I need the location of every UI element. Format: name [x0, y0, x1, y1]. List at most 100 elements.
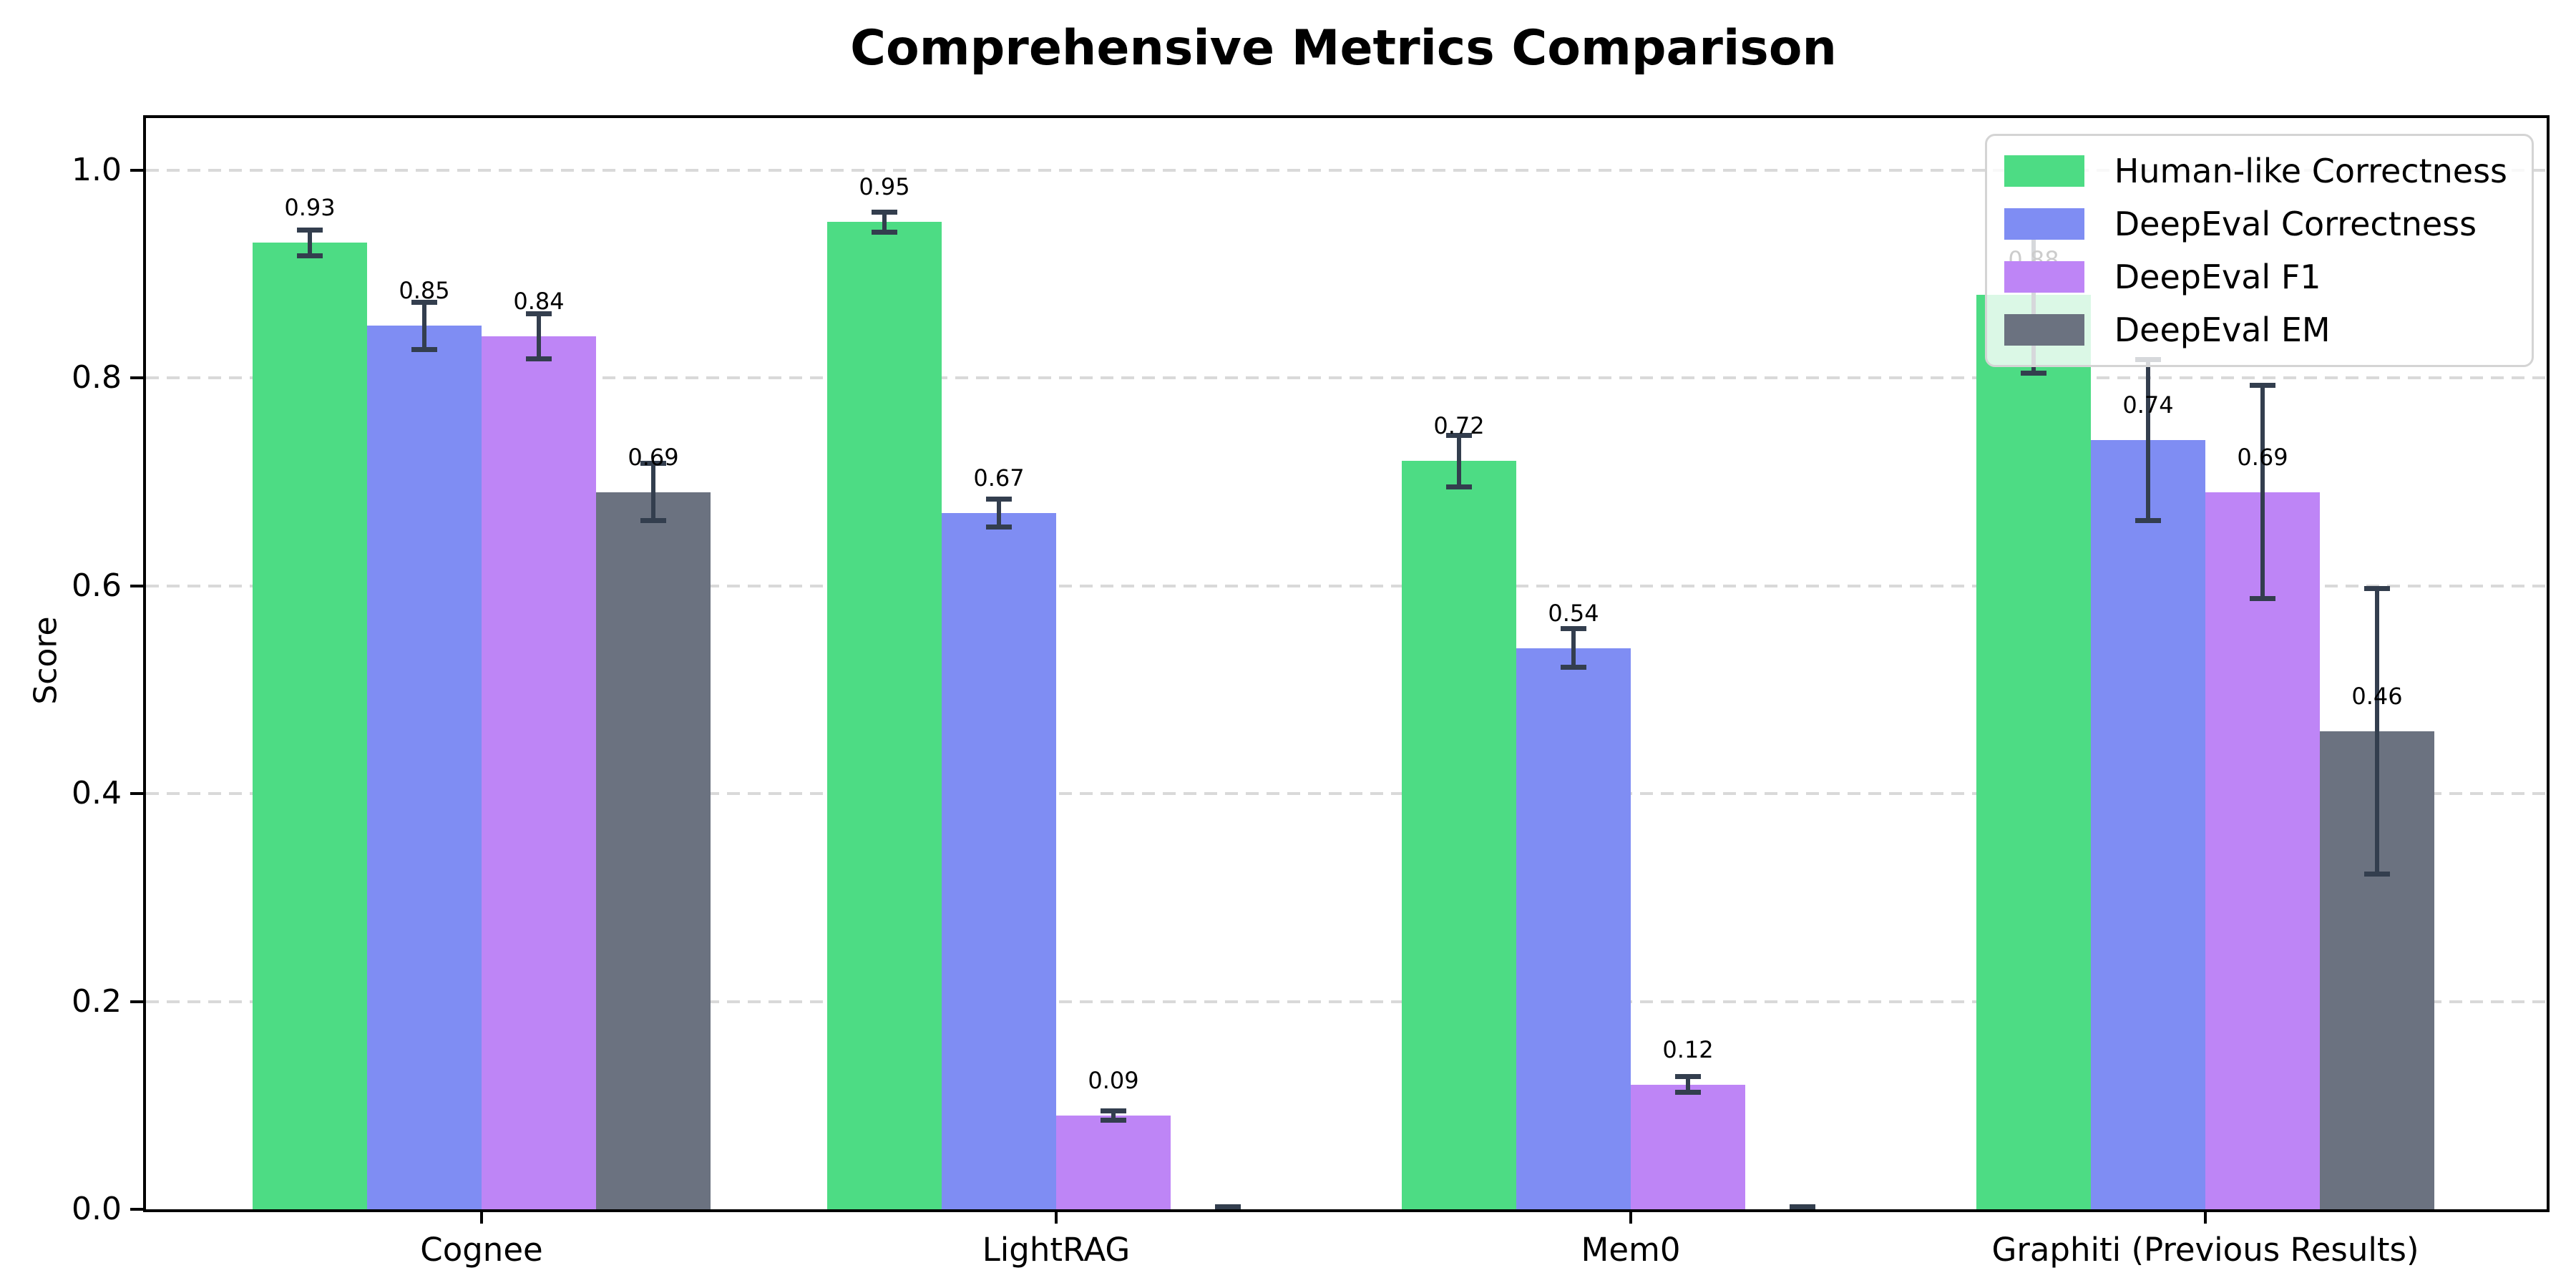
y-tick-mark: [130, 168, 143, 172]
bar-value-label: 0.72: [1433, 412, 1485, 440]
error-bar-cap-top: [526, 311, 552, 317]
bar-value-label: 0.09: [1088, 1067, 1139, 1095]
bar-value-label: 0.85: [399, 277, 450, 305]
error-bar-line: [997, 496, 1001, 530]
bar-value-label: 0.93: [284, 194, 336, 222]
error-bar-cap-top: [1561, 626, 1586, 632]
x-tick-label-lightrag: LightRAG: [982, 1231, 1131, 1269]
error-bar-cap-top: [297, 227, 323, 233]
error-bar: [1101, 1108, 1126, 1123]
bar-value-label: 0.54: [1548, 599, 1599, 627]
y-tick-label: 0.8: [72, 359, 122, 396]
legend-label: DeepEval Correctness: [2114, 205, 2477, 243]
error-bar-cap-bottom: [1790, 1209, 1815, 1212]
bar-deepeval-correctness: [367, 326, 482, 1209]
legend-swatch-deepeval-f1: [2004, 261, 2084, 293]
error-bar: [297, 227, 323, 259]
error-bar-cap-bottom: [2021, 371, 2046, 376]
error-bar-cap-bottom: [1215, 1209, 1241, 1212]
bar-value-label: 0.95: [859, 173, 910, 201]
legend-item: DeepEval EM: [2004, 312, 2507, 348]
error-bar-cap-bottom: [526, 356, 552, 361]
bar-value-label: 0.69: [2237, 443, 2288, 471]
error-bar-cap-bottom: [872, 229, 897, 235]
error-bar-cap-top: [1215, 1204, 1241, 1209]
error-bar-cap-bottom: [640, 518, 666, 524]
error-bar-cap-top: [872, 209, 897, 215]
error-bar-line: [308, 227, 312, 259]
error-bar: [640, 461, 666, 524]
error-bar-line: [1686, 1074, 1690, 1096]
x-tick-mark: [1055, 1212, 1058, 1224]
legend-swatch-deepeval-correctness: [2004, 208, 2084, 240]
error-bar: [411, 300, 437, 352]
error-bar-line: [651, 461, 655, 524]
plot-area: 0.93 0.85 0.84 0.69 0.95 0.67 0.09 0.72 0.54 0.12…: [143, 115, 2550, 1212]
bar-human-like-correctness: [1402, 461, 1516, 1209]
x-tick-label-mem0: Mem0: [1581, 1231, 1681, 1269]
error-bar-cap-bottom: [1561, 665, 1586, 670]
error-bar-cap-top: [411, 300, 437, 306]
bar-deepeval-em: [596, 492, 711, 1209]
error-bar-line: [1457, 433, 1461, 489]
gridline-0.2: [146, 1000, 2547, 1003]
error-bar: [1790, 1204, 1815, 1212]
error-bar: [1215, 1204, 1241, 1212]
error-bar-cap-top: [1790, 1204, 1815, 1209]
error-bar: [986, 496, 1012, 530]
bar-value-label: 0.12: [1662, 1035, 1714, 1063]
y-tick-label: 0.4: [72, 775, 122, 812]
legend: Human-like Correctness DeepEval Correctne…: [1984, 134, 2534, 367]
error-bar-line: [2375, 585, 2379, 877]
error-bar-cap-bottom: [2364, 872, 2390, 877]
error-bar: [1446, 433, 1472, 489]
bar-deepeval-f1: [1056, 1116, 1171, 1209]
error-bar-cap-top: [640, 461, 666, 467]
bar-value-label: 0.84: [513, 288, 565, 315]
error-bar-cap-bottom: [1446, 484, 1472, 489]
error-bar-cap-top: [2364, 585, 2390, 591]
y-tick-mark: [130, 1208, 143, 1211]
y-tick-label: 1.0: [72, 151, 122, 188]
error-bar: [872, 209, 897, 235]
error-bar: [2135, 357, 2161, 524]
gridline-0.4: [146, 792, 2547, 796]
y-tick-label: 0.2: [72, 982, 122, 1020]
error-bar-cap-bottom: [1675, 1090, 1701, 1096]
bar-value-label: 0.69: [628, 443, 679, 471]
error-bar-cap-top: [1675, 1074, 1701, 1080]
legend-label: Human-like Correctness: [2114, 152, 2507, 190]
error-bar-line: [537, 311, 541, 361]
gridline-0.8: [146, 376, 2547, 380]
error-bar: [1675, 1074, 1701, 1096]
x-tick-mark: [480, 1212, 483, 1224]
legend-label: DeepEval EM: [2114, 311, 2331, 349]
x-tick-label-cognee: Cognee: [420, 1231, 543, 1269]
bar-value-label: 0.46: [2351, 682, 2403, 710]
error-bar-cap-top: [1101, 1108, 1126, 1114]
legend-label: DeepEval F1: [2114, 258, 2321, 296]
error-bar-line: [1571, 626, 1576, 670]
legend-item: DeepEval F1: [2004, 259, 2507, 295]
bar-deepeval-correctness: [1516, 648, 1631, 1209]
y-tick-mark: [130, 1000, 143, 1003]
bar-human-like-correctness: [1976, 294, 2091, 1209]
y-tick-mark: [130, 792, 143, 796]
bar-deepeval-f1: [1631, 1084, 1745, 1209]
error-bar-cap-bottom: [2135, 518, 2161, 524]
error-bar: [2364, 585, 2390, 877]
error-bar-line: [1111, 1108, 1116, 1123]
error-bar: [2250, 383, 2275, 602]
error-bar-cap-bottom: [986, 525, 1012, 530]
error-bar-cap-top: [2250, 383, 2275, 389]
bar-deepeval-correctness: [942, 512, 1056, 1209]
chart-title: Comprehensive Metrics Comparison: [850, 20, 1837, 77]
gridline-0.6: [146, 584, 2547, 587]
legend-swatch-human-like-correctness: [2004, 155, 2084, 187]
error-bar-cap-bottom: [411, 346, 437, 352]
bar-human-like-correctness: [827, 222, 942, 1209]
bar-value-label: 0.67: [973, 464, 1025, 492]
legend-swatch-deepeval-em: [2004, 314, 2084, 346]
error-bar-line: [422, 300, 426, 352]
